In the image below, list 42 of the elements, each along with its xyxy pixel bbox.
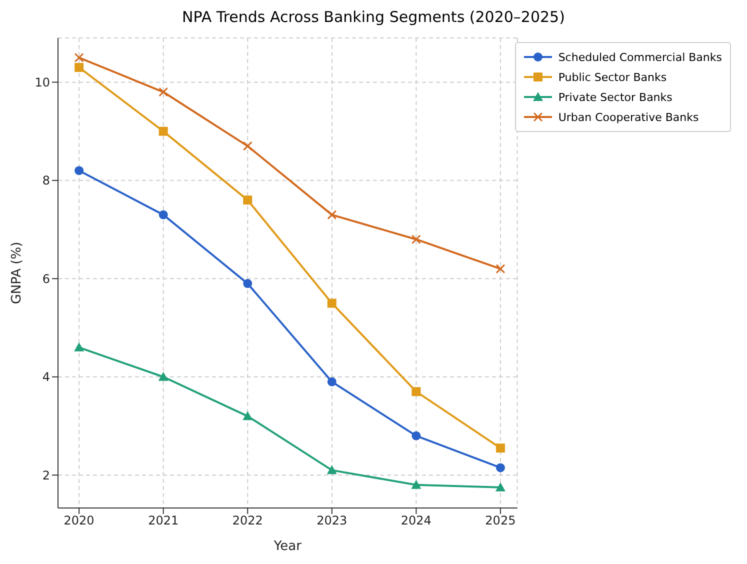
- point: [496, 444, 505, 453]
- point: [243, 279, 252, 288]
- point: [74, 166, 84, 176]
- point: [496, 463, 505, 472]
- y-tick-label: 6: [42, 272, 50, 286]
- point: [327, 377, 336, 386]
- x-tick-label: 2022: [232, 514, 263, 528]
- point: [158, 126, 168, 136]
- y-tick-label: 10: [34, 75, 50, 90]
- point: [326, 465, 337, 474]
- point: [242, 411, 253, 420]
- x-tick-label: 2020: [64, 514, 94, 528]
- y-tick-label: 2: [42, 468, 50, 482]
- point: [158, 210, 168, 220]
- legend-label: Private Sector Banks: [558, 90, 672, 104]
- point: [327, 298, 336, 308]
- point: [74, 342, 84, 352]
- point: [412, 387, 421, 396]
- legend-label: Urban Cooperative Banks: [558, 110, 699, 124]
- point: [74, 62, 84, 72]
- point: [158, 372, 168, 381]
- point: [158, 87, 168, 97]
- point: [327, 210, 337, 220]
- point: [495, 482, 506, 492]
- point: [411, 234, 421, 244]
- point: [496, 264, 506, 274]
- legend-label: Scheduled Commercial Banks: [558, 50, 722, 64]
- y-tick-label: 8: [42, 174, 50, 188]
- point: [412, 431, 421, 440]
- chart-title: NPA Trends Across Banking Segments (2020–2025): [181, 8, 566, 28]
- x-tick-label: 2023: [316, 514, 348, 528]
- y-axis-title: GNPA (%): [10, 242, 25, 304]
- point: [242, 141, 252, 151]
- x-tick-label: 2021: [148, 514, 179, 528]
- y-tick-label: 4: [42, 370, 50, 384]
- x-axis-title: Year: [272, 539, 302, 554]
- x-tick-label: 2025: [485, 514, 516, 528]
- point: [74, 52, 84, 62]
- legend-label: Public Sector Banks: [558, 70, 667, 84]
- point: [411, 480, 422, 489]
- x-tick-label: 2024: [400, 514, 432, 528]
- point: [243, 196, 252, 205]
